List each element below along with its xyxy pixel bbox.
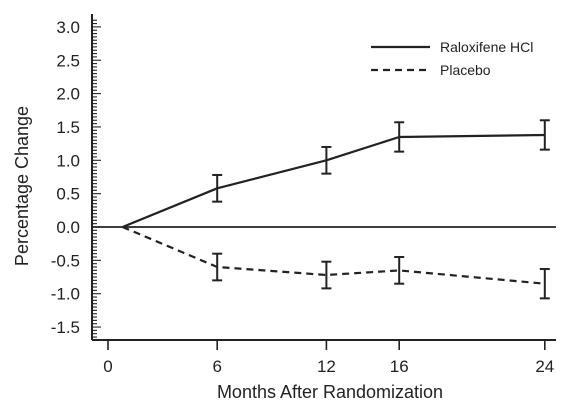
y-tick-label: 3.0 (56, 18, 80, 37)
series-2 (122, 225, 550, 300)
error-bar (394, 256, 405, 285)
y-tick-label: 0.5 (56, 185, 80, 204)
legend-label: Placebo (440, 62, 491, 78)
legend-label: Raloxifene HCl (440, 39, 533, 55)
x-tick-label: 24 (535, 357, 554, 376)
y-tick-label: -1.0 (51, 285, 80, 304)
y-tick-label: 1.5 (56, 118, 80, 137)
x-tick-label: 12 (317, 357, 336, 376)
axes (91, 14, 556, 341)
x-tick-label: 0 (103, 357, 112, 376)
series-line (122, 133, 545, 229)
x-tick-label: 16 (390, 357, 409, 376)
y-tick-label: -1.5 (51, 318, 80, 337)
y-tick-label: -0.5 (51, 251, 80, 270)
error-bar (212, 173, 223, 203)
y-axis-label: Percentage Change (12, 106, 32, 266)
error-bar (321, 260, 332, 290)
y-tick-label: 2.0 (56, 85, 80, 104)
series-1 (122, 119, 550, 229)
x-axis-label: Months After Randomization (217, 382, 443, 402)
error-bar (539, 268, 550, 300)
error-bar (212, 252, 223, 282)
series-line (122, 225, 545, 285)
legend: Raloxifene HCl Placebo (371, 39, 533, 78)
series-layer (122, 119, 550, 300)
y-axis-ticks: 3.0 2.5 2.0 1.5 1.0 0.5 0.0 -0.5 -1.0 -1.5 (51, 18, 101, 338)
error-bar (321, 145, 332, 175)
y-tick-label: 2.5 (56, 51, 80, 70)
x-axis-ticks: 0 6 12 16 24 (103, 340, 554, 376)
y-tick-label: 1.0 (56, 151, 80, 170)
error-bar (394, 121, 405, 153)
error-bar (539, 119, 550, 151)
x-tick-label: 6 (212, 357, 221, 376)
y-tick-label: 0.0 (56, 218, 80, 237)
